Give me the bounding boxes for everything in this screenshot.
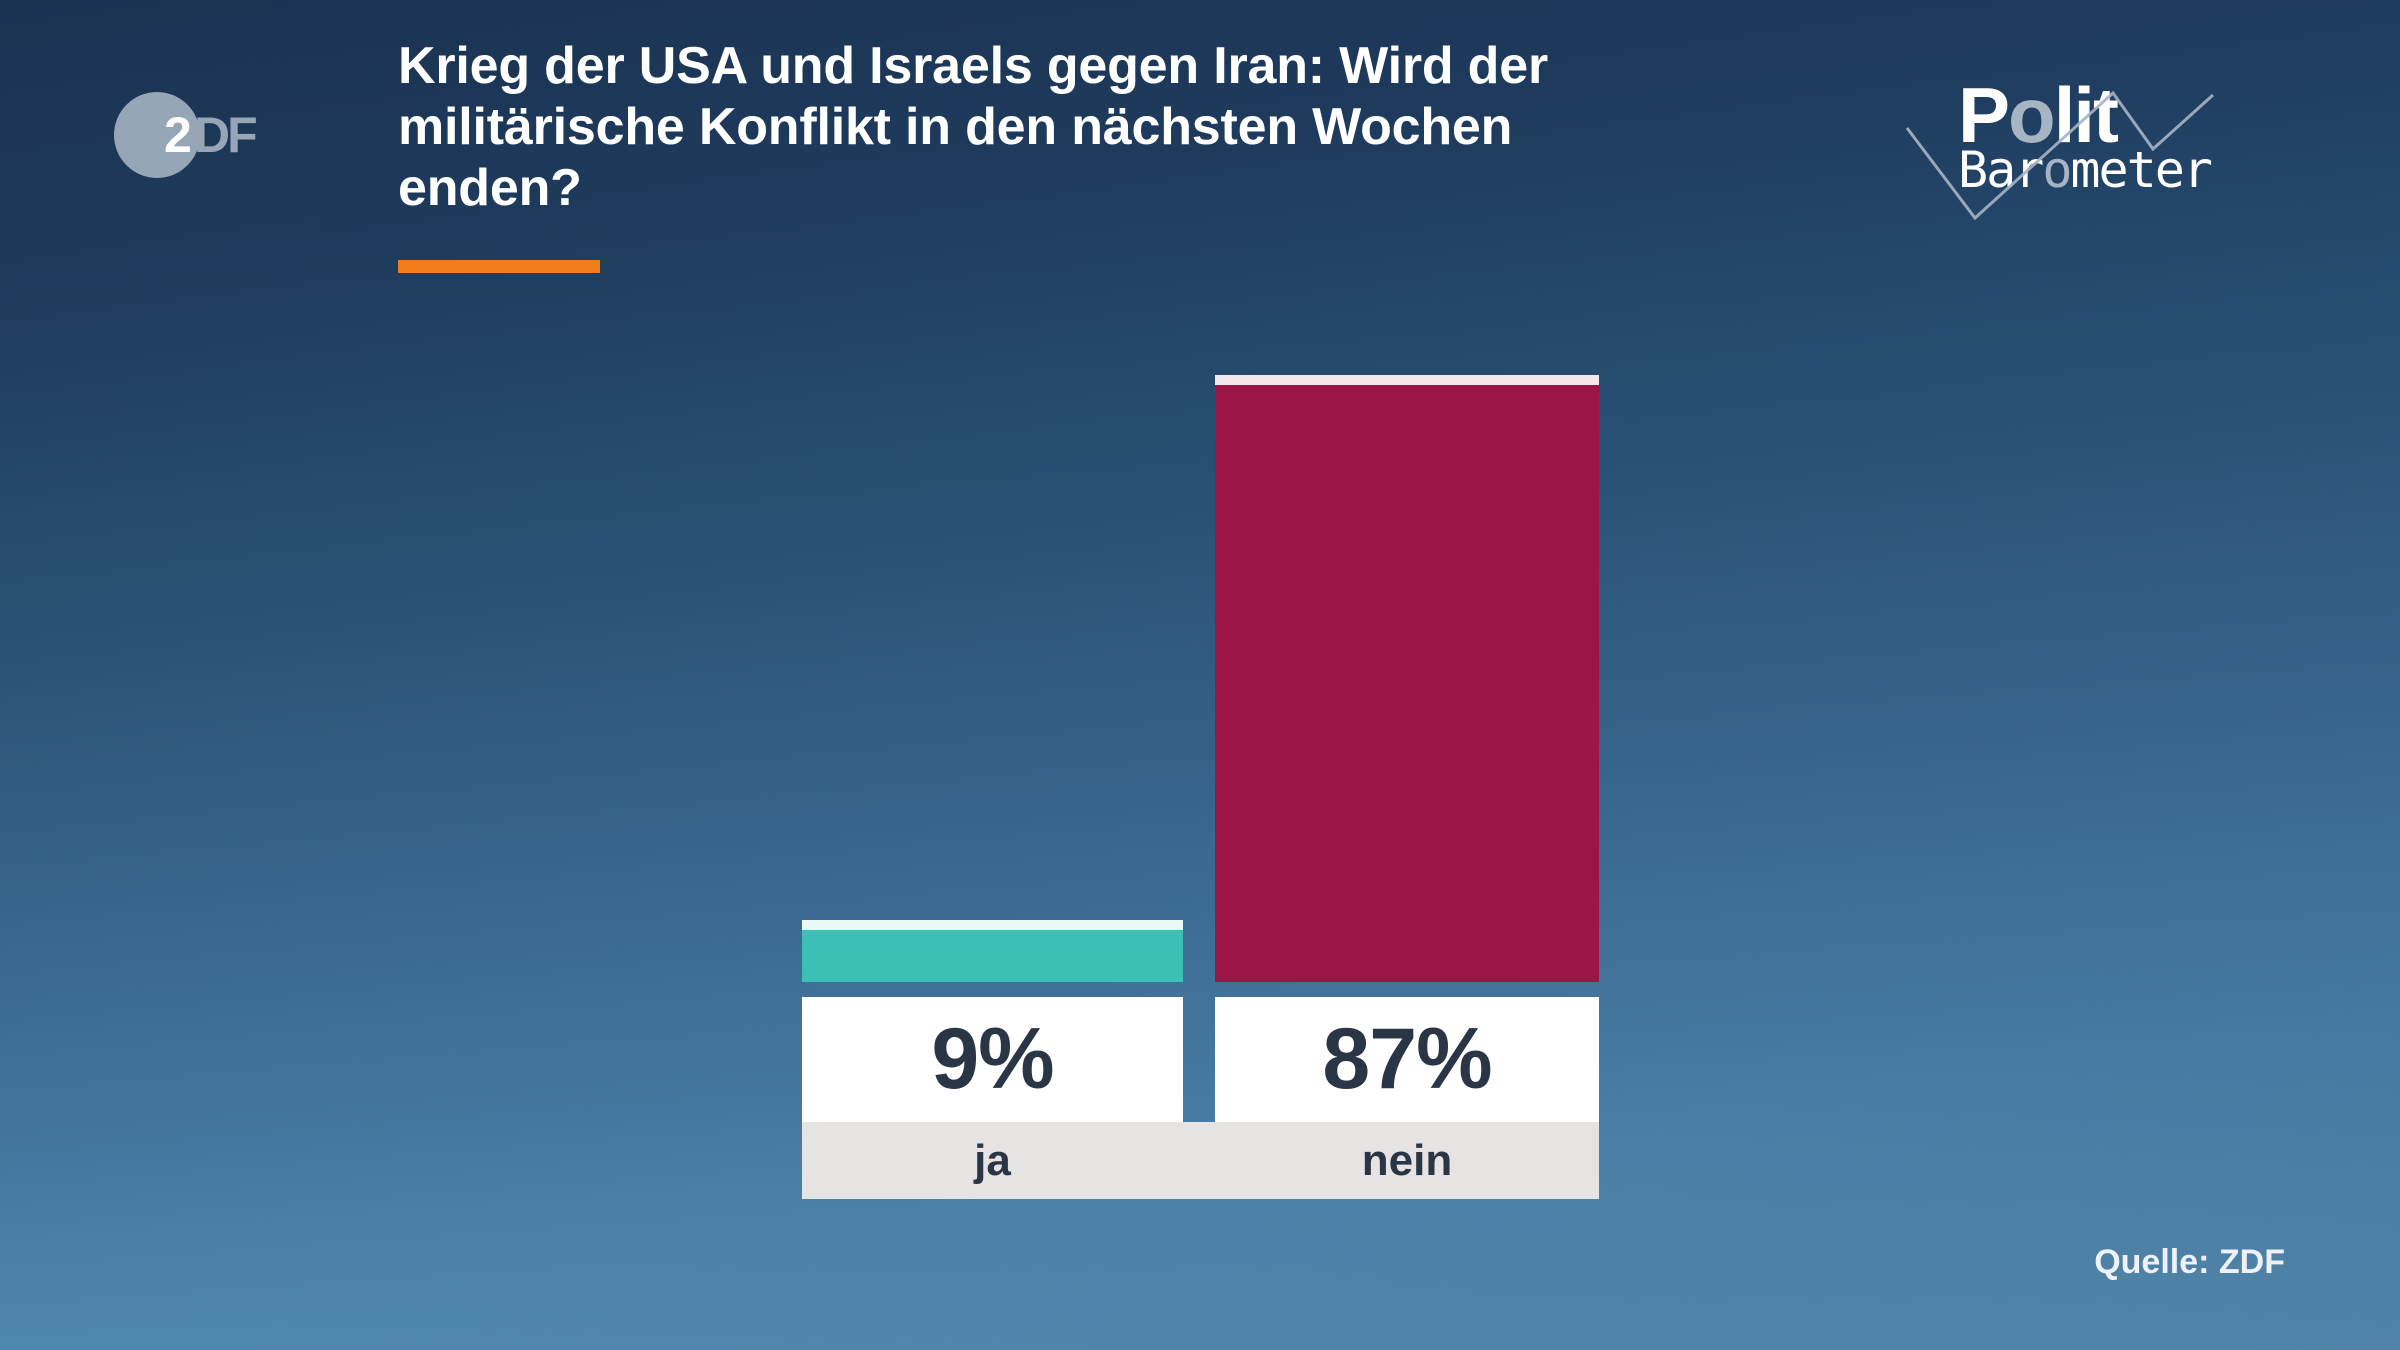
category-label-ja: ja (974, 1135, 1011, 1185)
bar-nein (1215, 375, 1599, 982)
source-note: Quelle: ZDF (2094, 1243, 2285, 1281)
title-line-2: militärische Konflikt in den nächsten Wo… (398, 98, 1513, 156)
svg-text:Polit: Polit (1958, 71, 2119, 159)
title-line-1: Krieg der USA und Israels gegen Iran: Wi… (398, 37, 1548, 95)
category-label-band (802, 1122, 1599, 1199)
value-ja: 9% (802, 997, 1183, 1122)
title-line-3: enden? (398, 159, 582, 217)
value-nein: 87% (1215, 997, 1599, 1122)
title-accent-underline (398, 260, 600, 273)
zdf-logo-icon: 2 DF (114, 92, 259, 178)
zdf-logo-df: DF (194, 107, 256, 163)
svg-text:Barometer: Barometer (1958, 141, 2212, 199)
bar-ja (802, 920, 1183, 982)
bar-ja-top-highlight (802, 920, 1183, 930)
category-label-nein: nein (1361, 1135, 1453, 1185)
page-title: Krieg der USA und Israels gegen Iran: Wi… (398, 36, 1798, 219)
zdf-logo-2: 2 (164, 107, 192, 163)
bar-nein-top-highlight (1215, 375, 1599, 385)
politbarometer-logo-icon: Polit Barometer (1905, 71, 2215, 221)
